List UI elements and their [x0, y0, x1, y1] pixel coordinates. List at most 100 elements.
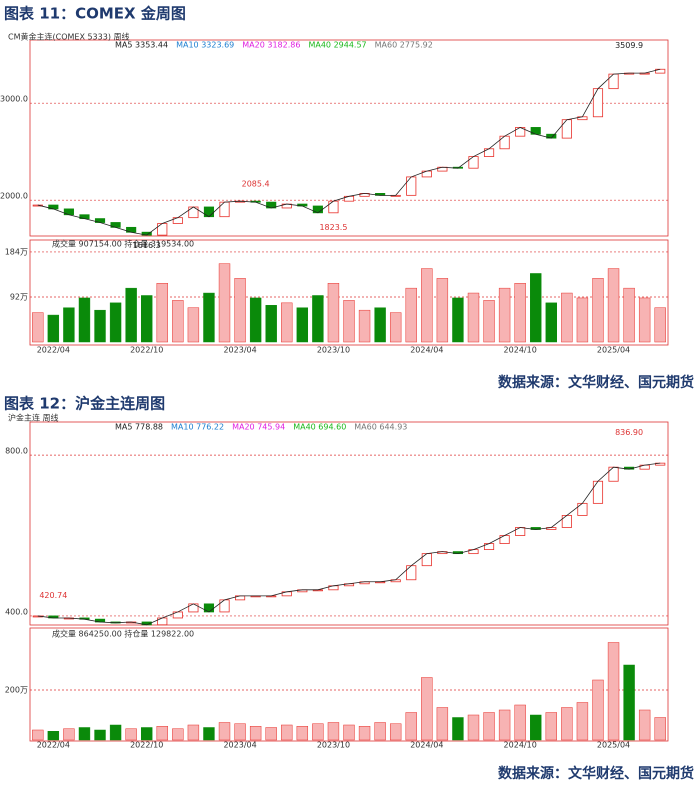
candle: [406, 565, 417, 581]
volume-bar: [358, 726, 371, 741]
volume-bar: [530, 273, 542, 343]
volume-bar: [654, 307, 666, 343]
volume-bar: [514, 283, 526, 343]
x-tick-label: 2024/04: [410, 741, 443, 750]
volume-bar: [576, 702, 589, 741]
volume-bar: [343, 300, 355, 343]
candle: [219, 201, 230, 218]
candle: [561, 119, 572, 139]
volume-bar: [530, 714, 542, 741]
candle: [157, 223, 168, 236]
volume-bar: [141, 295, 153, 343]
x-tick-label: 2025/04: [597, 741, 630, 750]
volume-frame: [29, 627, 669, 742]
volume-bar: [312, 723, 324, 741]
volume-bar: [452, 717, 464, 741]
volume-bar: [63, 307, 75, 343]
volume-bar: [296, 726, 309, 741]
chart-title: 图表 11：COMEX 金周图: [4, 5, 186, 23]
annotation: 2085.4: [242, 179, 270, 188]
volume-bar: [312, 295, 324, 343]
volume-bar: [467, 292, 480, 343]
volume-bar: [545, 302, 557, 343]
volume-bar: [32, 312, 44, 343]
volume-bar: [592, 679, 604, 741]
volume-bar: [374, 307, 386, 343]
volume-bar: [187, 724, 200, 741]
ma-label: MA60 2775.92: [375, 41, 433, 50]
volume-bar: [561, 707, 573, 741]
annotation: 3509.9: [615, 41, 643, 50]
ma-label: MA20 745.94: [232, 423, 285, 432]
volume-bar: [623, 287, 635, 343]
volume-bar: [343, 724, 355, 741]
volume-bar: [592, 278, 604, 343]
volume-bar: [203, 727, 215, 741]
source: 数据来源：文华财经、国元期货: [498, 765, 694, 782]
volume-bar: [141, 727, 153, 741]
y-tick-label: 3000.0: [0, 95, 28, 104]
volume-bar: [218, 722, 231, 741]
candle: [515, 527, 526, 536]
x-tick-label: 2022/04: [37, 346, 70, 355]
price-frame: [29, 421, 669, 626]
ma-label: MA60 644.93: [354, 423, 407, 432]
candle: [592, 480, 604, 504]
volume-bar: [374, 722, 386, 741]
candle: [577, 502, 588, 516]
volume-bar: [265, 727, 277, 741]
chart-header: 沪金主连 周线: [8, 413, 59, 423]
volume-tick-label: 184万: [5, 247, 28, 256]
ma-label: MA20 3182.86: [242, 41, 300, 50]
candle: [406, 176, 417, 196]
volume-bar: [249, 726, 262, 741]
x-tick-label: 2024/10: [504, 741, 537, 750]
chart-title: 图表 12：沪金主连周图: [4, 395, 165, 413]
x-tick-label: 2025/04: [597, 346, 630, 355]
annotation: 420.74: [39, 591, 67, 600]
candle: [499, 535, 510, 544]
volume-bar: [109, 724, 122, 741]
volume-bar: [654, 717, 666, 741]
x-tick-label: 2022/10: [130, 346, 163, 355]
volume-bar: [607, 268, 620, 343]
candle: [608, 466, 619, 482]
volume-bar: [47, 314, 60, 343]
volume-bar: [405, 287, 417, 343]
volume-bar: [172, 728, 184, 741]
volume-bar: [78, 297, 91, 343]
volume-bar: [234, 278, 246, 343]
annotation: 1823.5: [319, 223, 347, 232]
x-tick-label: 2024/04: [410, 346, 443, 355]
x-tick-label: 2023/10: [317, 741, 350, 750]
annotation: 1616.3: [133, 241, 161, 250]
volume-bar: [265, 305, 277, 343]
volume-bar: [483, 300, 495, 343]
volume-bar: [125, 287, 137, 343]
volume-bar: [545, 712, 557, 741]
volume-bar: [281, 724, 293, 741]
price-line: [37, 462, 661, 626]
candle: [608, 73, 619, 90]
chart-header: CM黄金主连(COMEX 5333) 周线: [8, 32, 130, 42]
volume-bar: [514, 704, 526, 741]
annotation: 836.90: [615, 428, 643, 437]
volume-bar: [234, 723, 246, 741]
volume-tick-label: 200万: [5, 686, 28, 695]
candle: [203, 206, 215, 218]
candle: [483, 148, 495, 157]
y-tick-label: 800.0: [5, 447, 28, 456]
y-tick-label: 2000.0: [0, 192, 28, 201]
volume-bar: [389, 312, 402, 343]
candle: [561, 515, 572, 528]
volume-bar: [405, 712, 417, 741]
volume-bar: [94, 729, 106, 741]
volume-bar: [358, 309, 371, 343]
volume-bar: [498, 287, 511, 343]
volume-bar: [327, 283, 340, 343]
ma-label: MA10 776.22: [171, 423, 224, 432]
volume-bar: [32, 729, 44, 741]
volume-bar: [63, 728, 75, 741]
volume-frame: [29, 239, 669, 346]
